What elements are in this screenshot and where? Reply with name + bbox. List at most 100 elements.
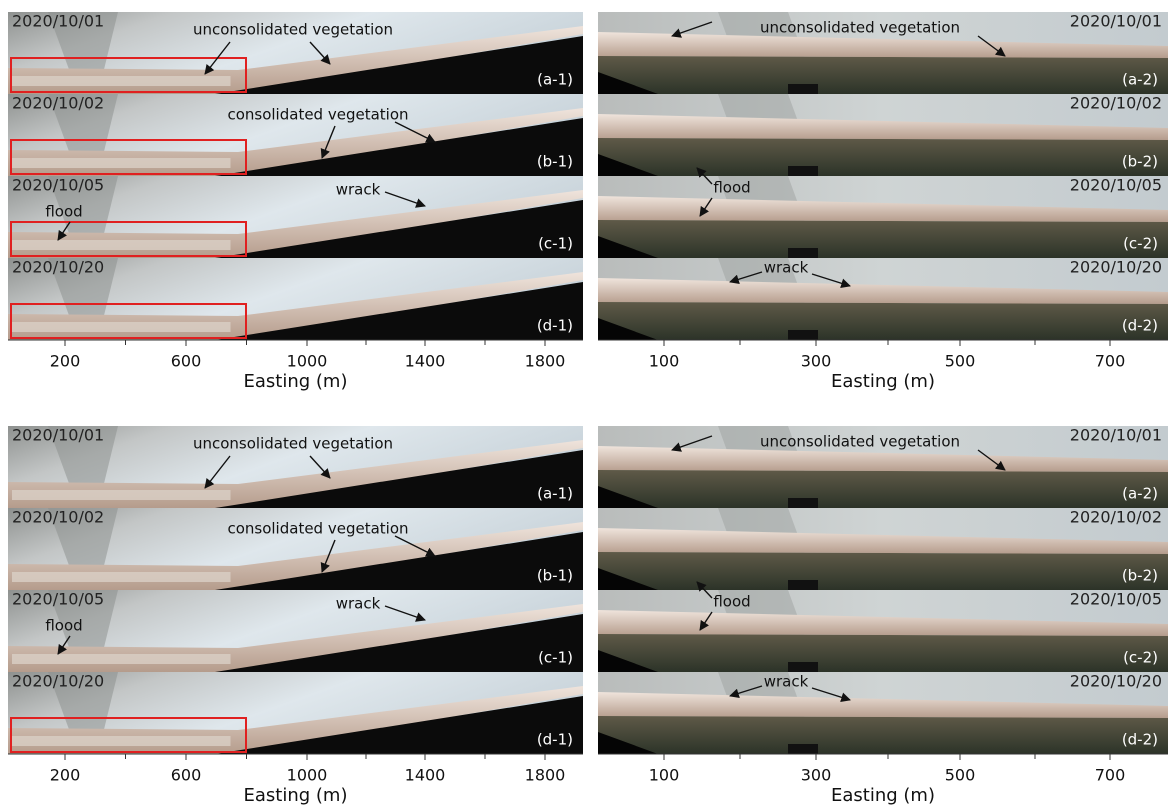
x-tick-label: 700 — [1095, 352, 1126, 371]
date-label: 2020/10/20 — [1070, 258, 1162, 277]
road — [788, 248, 818, 258]
x-tick-label: 600 — [171, 766, 202, 785]
date-label: 2020/10/05 — [1070, 590, 1162, 609]
panel-label: (c-2) — [1123, 235, 1158, 253]
x-tick-label: 1800 — [525, 352, 566, 371]
road — [788, 662, 818, 672]
x-tick-label: 500 — [945, 766, 976, 785]
annotation: flood — [713, 593, 750, 611]
annotation: wrack — [764, 673, 809, 691]
date-label: 2020/10/02 — [1070, 94, 1162, 113]
x-tick-label: 1000 — [287, 352, 328, 371]
x-tick-label: 1400 — [405, 766, 446, 785]
panel-label: (b-2) — [1122, 567, 1158, 585]
date-label: 2020/10/05 — [12, 590, 104, 609]
annotation: consolidated vegetation — [227, 520, 408, 538]
panel-label: (b-1) — [537, 153, 573, 171]
road — [788, 498, 818, 508]
figure: 2020/10/01(a-1)unconsolidated vegetation… — [0, 0, 1168, 812]
x-axis-label: Easting (m) — [244, 785, 348, 806]
x-tick-label: 200 — [50, 766, 81, 785]
image-strip: 2020/10/05 (c-2) flood — [598, 582, 1168, 672]
road — [788, 330, 818, 340]
wet-sand — [12, 654, 231, 664]
x-tick-label: 600 — [171, 352, 202, 371]
image-strip: 2020/10/20 (d-2) wrack — [598, 258, 1168, 341]
vegetation — [598, 138, 1168, 176]
road — [788, 580, 818, 590]
panel-label: (d-1) — [537, 317, 573, 335]
image-strip: 2020/10/05 (c-1) wrack flood — [8, 176, 583, 259]
date-label: 2020/10/01 — [1070, 426, 1162, 445]
date-label: 2020/10/20 — [12, 258, 104, 277]
x-axis-label: Easting (m) — [831, 371, 935, 392]
date-label: 2020/10/20 — [12, 672, 104, 691]
date-label: 2020/10/05 — [12, 176, 104, 195]
image-strip: 2020/10/02 (b-1) consolidated vegetation — [8, 94, 583, 177]
panel-label: (c-1) — [538, 235, 573, 253]
wet-sand — [12, 572, 231, 582]
panel-label: (b-2) — [1122, 153, 1158, 171]
annotation: consolidated vegetation — [227, 106, 408, 124]
image-strip: 2020/10/01(a-1)unconsolidated vegetation — [8, 12, 583, 95]
panel-label: (a-2) — [1122, 71, 1158, 89]
date-label: 2020/10/05 — [1070, 176, 1162, 195]
wet-sand — [12, 76, 231, 86]
panel-label: (c-2) — [1123, 649, 1158, 667]
annotation: wrack — [764, 259, 809, 277]
x-tick-label: 500 — [945, 352, 976, 371]
image-strip: 2020/10/01 (a-2) unconsolidated vegetation — [598, 426, 1168, 509]
road — [788, 166, 818, 176]
x-tick-label: 100 — [649, 766, 680, 785]
image-strip: 2020/10/02 (b-2) — [598, 94, 1168, 177]
annotation: unconsolidated vegetation — [193, 435, 393, 453]
date-label: 2020/10/02 — [12, 94, 104, 113]
panel-label: (d-2) — [1122, 731, 1158, 749]
panel-label: (a-2) — [1122, 485, 1158, 503]
image-strip: 2020/10/05 (c-2) flood — [598, 168, 1168, 258]
date-label: 2020/10/01 — [12, 426, 104, 445]
image-strip: 2020/10/01(a-2)unconsolidated vegetation — [598, 12, 1168, 95]
image-strip: 2020/10/20(d-1) — [8, 672, 583, 755]
wet-sand — [12, 240, 231, 250]
vegetation — [598, 220, 1168, 258]
road — [788, 744, 818, 754]
wet-sand — [12, 158, 231, 168]
annotation: wrack — [336, 181, 381, 199]
x-tick-label: 700 — [1095, 766, 1126, 785]
annotation: unconsolidated vegetation — [760, 433, 960, 451]
x-axis-label: Easting (m) — [831, 785, 935, 806]
annotation: wrack — [336, 595, 381, 613]
x-tick-label: 200 — [50, 352, 81, 371]
vegetation — [598, 634, 1168, 672]
date-label: 2020/10/02 — [1070, 508, 1162, 527]
vegetation — [598, 302, 1168, 340]
panel-label: (b-1) — [537, 567, 573, 585]
image-strip: 2020/10/02 (b-2) — [598, 508, 1168, 591]
figure-block: 2020/10/01 (a-1) unconsolidated vegetation… — [8, 426, 1168, 807]
image-strip: 2020/10/20 (d-2) wrack — [598, 672, 1168, 755]
panel-label: (a-1) — [537, 485, 573, 503]
road — [788, 84, 818, 94]
image-strip: 2020/10/20 (d-1) — [8, 258, 583, 341]
panel-label: (c-1) — [538, 649, 573, 667]
x-tick-label: 300 — [801, 766, 832, 785]
x-tick-label: 1800 — [525, 766, 566, 785]
x-tick-label: 100 — [649, 352, 680, 371]
vegetation — [598, 552, 1168, 590]
date-label: 2020/10/02 — [12, 508, 104, 527]
vegetation — [598, 470, 1168, 508]
x-tick-label: 300 — [801, 352, 832, 371]
wet-sand — [12, 736, 231, 746]
date-label: 2020/10/01 — [12, 12, 104, 31]
annotation: flood — [45, 203, 82, 221]
x-axis-label: Easting (m) — [244, 371, 348, 392]
vegetation — [598, 56, 1168, 94]
x-tick-label: 1400 — [405, 352, 446, 371]
panel-label: (d-2) — [1122, 317, 1158, 335]
date-label: 2020/10/20 — [1070, 672, 1162, 691]
vegetation — [598, 716, 1168, 754]
annotation: flood — [713, 179, 750, 197]
annotation: unconsolidated vegetation — [760, 19, 960, 37]
